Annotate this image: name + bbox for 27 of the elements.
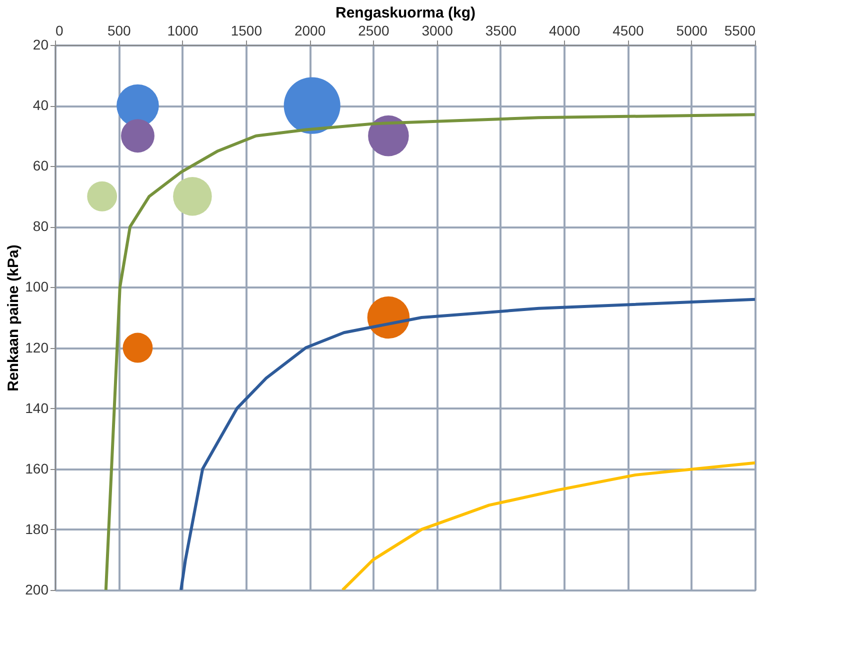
x-tick-label: 4500	[612, 22, 644, 38]
y-tick-label: 120	[25, 339, 49, 356]
y-tick-label: 60	[32, 158, 49, 174]
x-tick-label: 2000	[294, 22, 326, 38]
x-axis-title: Rengaskuorma (kg)	[335, 4, 476, 22]
y-tick-label: 80	[32, 218, 49, 234]
x-tick-label: 1500	[230, 22, 262, 38]
x-tick-label: 3500	[485, 22, 517, 38]
y-tick-label: 100	[25, 278, 49, 295]
y-tick-label: 140	[25, 400, 49, 416]
y-tick-label: 40	[32, 97, 49, 114]
y-axis-title: Renkaan paine (kPa)	[5, 244, 22, 392]
x-tick-label: 0	[56, 22, 64, 38]
line-series	[104, 113, 755, 590]
x-tick-label: 5000	[676, 22, 708, 38]
x-tick-label: 2500	[358, 22, 390, 38]
y-tick-label: 200	[25, 582, 49, 598]
x-tick-label: 5500	[724, 22, 756, 38]
x-tick-label: 500	[107, 22, 132, 38]
x-tick-label: 3000	[422, 22, 454, 38]
y-tick-label: 180	[25, 520, 49, 537]
x-tick-label: 1000	[167, 22, 199, 38]
line-series	[341, 461, 755, 590]
x-tick-label: 4000	[549, 22, 580, 38]
y-tick-label: 160	[25, 460, 49, 476]
y-tick-label: 20	[32, 36, 49, 52]
line-series	[180, 298, 755, 590]
